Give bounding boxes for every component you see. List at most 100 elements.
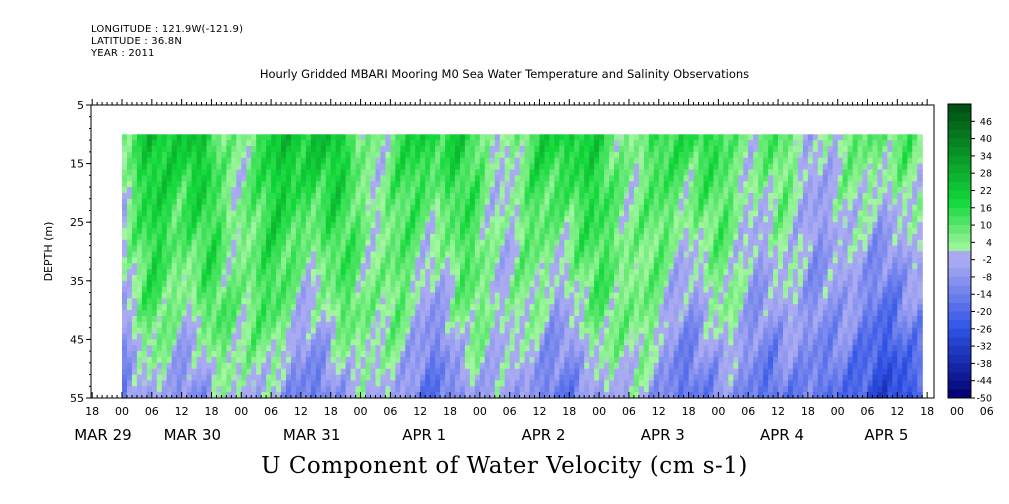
heat-cell [395, 181, 401, 188]
heat-cell [390, 339, 396, 346]
heat-cell [122, 257, 128, 264]
heat-cell [499, 157, 506, 165]
heat-cell [360, 292, 367, 299]
heat-cell [653, 187, 660, 194]
heat-cell [653, 269, 660, 276]
heat-cell [524, 362, 531, 370]
heat-cell [281, 233, 287, 241]
heat-cell [320, 187, 327, 194]
heat-cell [266, 169, 272, 176]
heat-cell [281, 151, 287, 159]
heat-cell [519, 304, 526, 311]
heat-cell [191, 380, 198, 387]
heat-cell [281, 216, 287, 223]
heat-cell [524, 292, 531, 299]
heat-cell [658, 386, 665, 393]
heat-cell [295, 187, 302, 194]
heat-cell [281, 257, 287, 264]
heat-cell [330, 204, 337, 212]
heat-cell [638, 134, 645, 141]
heat-cell [663, 163, 670, 171]
heat-cell [494, 392, 501, 399]
heat-cell [534, 163, 541, 171]
heat-cell [519, 286, 526, 294]
heat-cell [261, 269, 267, 276]
heat-cell [186, 286, 193, 294]
heat-cell [440, 175, 446, 182]
heat-cell [534, 368, 541, 376]
heat-cell [206, 392, 213, 399]
heat-cell [122, 351, 128, 358]
heat-cell [529, 298, 536, 305]
heat-cell [201, 169, 208, 176]
heat-cell [136, 327, 143, 335]
heat-cell [171, 310, 178, 317]
heat-cell [211, 392, 218, 399]
heat-cell [420, 198, 426, 206]
heat-cell [633, 198, 640, 206]
heat-cell [281, 181, 287, 188]
heat-cell [127, 292, 133, 299]
heat-cell [604, 380, 610, 387]
heat-cell [166, 386, 173, 393]
heat-cell [186, 157, 193, 165]
heat-cell [141, 216, 148, 223]
heat-cell [519, 316, 526, 323]
heat-cell [653, 333, 660, 340]
heat-cell [415, 210, 421, 217]
heat-cell [310, 374, 317, 382]
heat-cell [181, 298, 188, 305]
heat-cell [494, 286, 501, 294]
heat-cell [509, 310, 516, 317]
heat-cell [276, 187, 282, 194]
heat-cell [186, 222, 193, 229]
heat-cell [171, 327, 178, 335]
heat-cell [176, 357, 183, 364]
heat-cell [241, 351, 247, 358]
heat-cell [251, 269, 257, 276]
heat-cell [619, 181, 625, 188]
heat-cell [156, 187, 163, 194]
heat-cell [504, 392, 511, 399]
heat-cell [643, 357, 650, 364]
heat-cell [653, 386, 660, 393]
heat-cell [131, 157, 138, 165]
heat-cell [445, 345, 451, 352]
heat-cell [569, 134, 575, 141]
heat-cell [191, 157, 198, 165]
heat-cell [231, 146, 237, 153]
heat-cell [365, 345, 372, 352]
heat-cell [181, 192, 188, 200]
heat-cell [469, 380, 476, 387]
heat-cell [221, 233, 227, 241]
heat-cell [300, 210, 307, 217]
heat-cell [648, 169, 655, 176]
heat-cell [305, 292, 312, 299]
heat-cell [390, 374, 396, 382]
heat-cell [653, 157, 660, 165]
heat-cell [385, 257, 391, 264]
heat-cell [400, 263, 406, 270]
heat-cell [127, 374, 133, 382]
heat-cell [435, 374, 441, 382]
heat-cell [370, 345, 377, 352]
heat-cell [231, 175, 237, 182]
heat-cell [360, 204, 367, 212]
heat-cell [151, 333, 158, 340]
heat-cell [226, 263, 232, 270]
heat-cell [574, 274, 580, 282]
heat-cell [171, 151, 178, 159]
heat-cell [589, 386, 595, 393]
heat-cell [539, 327, 546, 335]
heat-cell [663, 134, 670, 141]
heat-cell [156, 216, 163, 223]
heat-cell [619, 392, 625, 399]
heat-cell [604, 151, 610, 159]
heat-cell [335, 304, 342, 311]
heat-cell [564, 339, 570, 346]
heat-cell [216, 198, 222, 206]
heat-cell [176, 175, 183, 182]
heat-cell [370, 245, 377, 253]
heat-cell [579, 357, 585, 364]
heat-cell [549, 386, 555, 393]
